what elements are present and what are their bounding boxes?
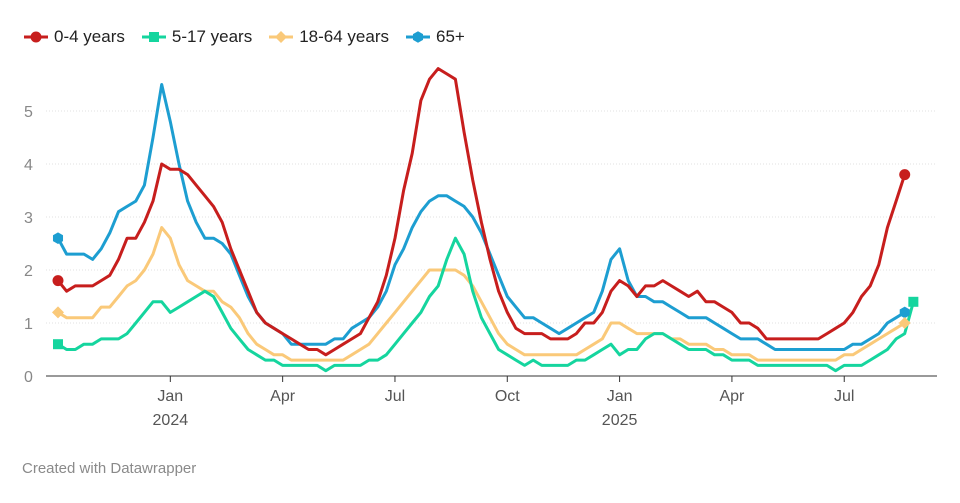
x-axis: Jan 2024 Apr Jul Oct Jan 2025 Apr Jul [153,376,854,429]
series-lines [56,67,915,373]
legend-label: 0-4 years [54,27,125,46]
end-marker-18-64-years [898,317,911,329]
legend-symbol [30,31,42,43]
legend: 0-4 years 5-17 years 18-64 years 65+ [22,27,480,47]
legend-marker-icon [269,31,294,43]
legend-marker-icon [405,31,430,43]
legend-item-5-17-years: 5-17 years [140,27,252,47]
x-tick-label: Apr [719,388,745,405]
legend-label: 65+ [435,27,465,46]
x-tick-year-label: 2025 [602,412,638,429]
start-marker-5-17-years [53,339,63,350]
y-tick-label: 0 [24,369,33,386]
start-marker-18-64-years [52,306,64,319]
x-tick-label: Apr [270,388,296,405]
series-line-65 [56,83,907,351]
series-line-0-4-years [56,67,907,357]
y-tick-label: 3 [24,210,33,227]
x-tick-label: Jan [607,388,633,405]
footer-credit: Created with Datawrapper [22,460,197,477]
series-line-18-64-years [56,226,907,362]
legend-label: 5-17 years [171,27,253,46]
legend-symbol [148,32,159,42]
x-tick-year-label: 2024 [153,412,189,429]
series-line-5-17-years [56,236,915,373]
x-tick-label: Jul [834,388,854,405]
end-marker-5-17-years [908,296,919,307]
y-gridlines: 0 1 2 3 4 5 [24,104,937,386]
start-marker-0-4-years [52,275,64,287]
start-marker-65 [52,232,64,244]
legend-item-65: 65+ [404,27,465,47]
y-tick-label: 5 [24,104,33,121]
x-tick-label: Oct [495,388,520,405]
legend-marker-icon [24,31,48,43]
y-tick-label: 1 [24,316,33,333]
legend-item-18-64-years: 18-64 years [267,27,389,47]
end-marker-65 [899,306,910,319]
series-endpoint-markers [52,169,919,350]
legend-symbol [275,31,288,43]
y-tick-label: 2 [24,263,33,280]
end-marker-0-4-years [899,169,911,181]
legend-marker-icon [141,32,166,42]
x-tick-label: Jan [157,388,183,405]
x-tick-label: Jul [385,388,405,405]
legend-item-0-4-years: 0-4 years [22,27,125,47]
legend-label: 18-64 years [299,27,389,46]
legend-symbol [412,31,424,43]
y-tick-label: 4 [24,157,33,174]
